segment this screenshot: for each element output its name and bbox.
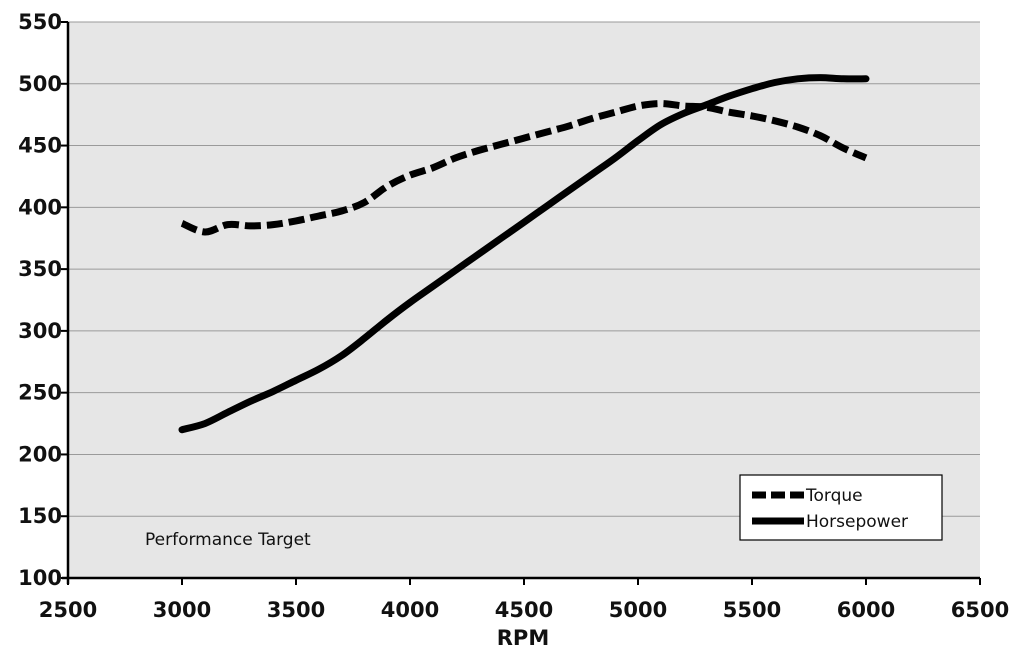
series-line-horsepower: [178, 74, 870, 434]
y-tick-label-550: 550: [18, 10, 62, 34]
x-axis-title: RPM: [497, 626, 549, 650]
y-tick-label-450: 450: [18, 134, 62, 158]
y-tick-label-250: 250: [18, 381, 62, 405]
x-tick-label-3500: 3500: [267, 598, 325, 622]
x-tick-label-6000: 6000: [837, 598, 895, 622]
legend-label-horsepower: Horsepower: [806, 512, 908, 532]
y-tick-label-350: 350: [18, 257, 62, 281]
annotation-performance-target: Performance Target: [145, 530, 311, 550]
y-tick-label-150: 150: [18, 504, 62, 528]
y-tick-label-200: 200: [18, 442, 62, 466]
y-tick-label-100: 100: [18, 566, 62, 590]
x-tick-label-4500: 4500: [495, 598, 553, 622]
x-tick-label-2500: 2500: [39, 598, 97, 622]
series-line-torque: [180, 100, 868, 236]
y-tick-label-300: 300: [18, 319, 62, 343]
tick-labels: 100 150 200 250 300 350 400 450 500 550 2500 3000 35…: [18, 10, 1009, 622]
x-tick-label-6500: 6500: [951, 598, 1009, 622]
x-tick-label-5000: 5000: [609, 598, 667, 622]
axes: [61, 21, 981, 585]
series-layer: [178, 74, 870, 434]
x-tick-label-4000: 4000: [381, 598, 439, 622]
y-tick-label-400: 400: [18, 195, 62, 219]
y-tick-label-500: 500: [18, 72, 62, 96]
x-tick-label-5500: 5500: [723, 598, 781, 622]
legend-box: [739, 474, 943, 541]
x-tick-label-3000: 3000: [153, 598, 211, 622]
grid-lines: [68, 21, 980, 517]
legend: Torque Horsepower: [739, 474, 943, 541]
legend-label-torque: Torque: [805, 486, 863, 506]
